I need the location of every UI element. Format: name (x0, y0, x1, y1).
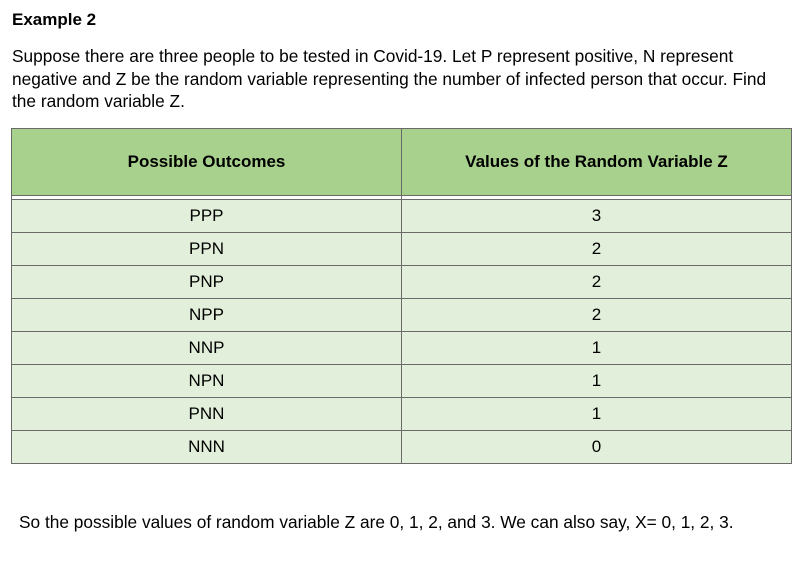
value-cell: 1 (401, 364, 792, 398)
value-cell: 3 (401, 199, 792, 233)
outcome-cell: PPN (11, 232, 402, 266)
value-cell: 1 (401, 331, 792, 365)
value-cell: 2 (401, 265, 792, 299)
table-row: NNN 0 (11, 430, 792, 464)
header-possible-outcomes: Possible Outcomes (11, 128, 402, 196)
table-row: NNP 1 (11, 331, 792, 365)
problem-statement: Suppose there are three people to be tes… (12, 46, 767, 111)
value-cell: 0 (401, 430, 792, 464)
outcome-cell: PNN (11, 397, 402, 431)
value-cell: 1 (401, 397, 792, 431)
table-row: PNP 2 (11, 265, 792, 299)
example-heading: Example 2 (12, 10, 97, 29)
value-cell: 2 (401, 232, 792, 266)
outcome-cell: NNP (11, 331, 402, 365)
value-cell: 2 (401, 298, 792, 332)
outcome-cell: PNP (11, 265, 402, 299)
header-random-variable-values: Values of the Random Variable Z (401, 128, 792, 196)
table-header-row: Possible Outcomes Values of the Random V… (11, 128, 792, 196)
table-row: PNN 1 (11, 397, 792, 431)
outcome-cell: NPP (11, 298, 402, 332)
table-row: NPP 2 (11, 298, 792, 332)
outcome-cell: NPN (11, 364, 402, 398)
conclusion-text: So the possible values of random variabl… (19, 512, 734, 532)
outcome-cell: NNN (11, 430, 402, 464)
table-row: PPN 2 (11, 232, 792, 266)
table-row: NPN 1 (11, 364, 792, 398)
outcome-cell: PPP (11, 199, 402, 233)
outcomes-table: Possible Outcomes Values of the Random V… (11, 128, 792, 464)
table-row: PPP 3 (11, 199, 792, 233)
